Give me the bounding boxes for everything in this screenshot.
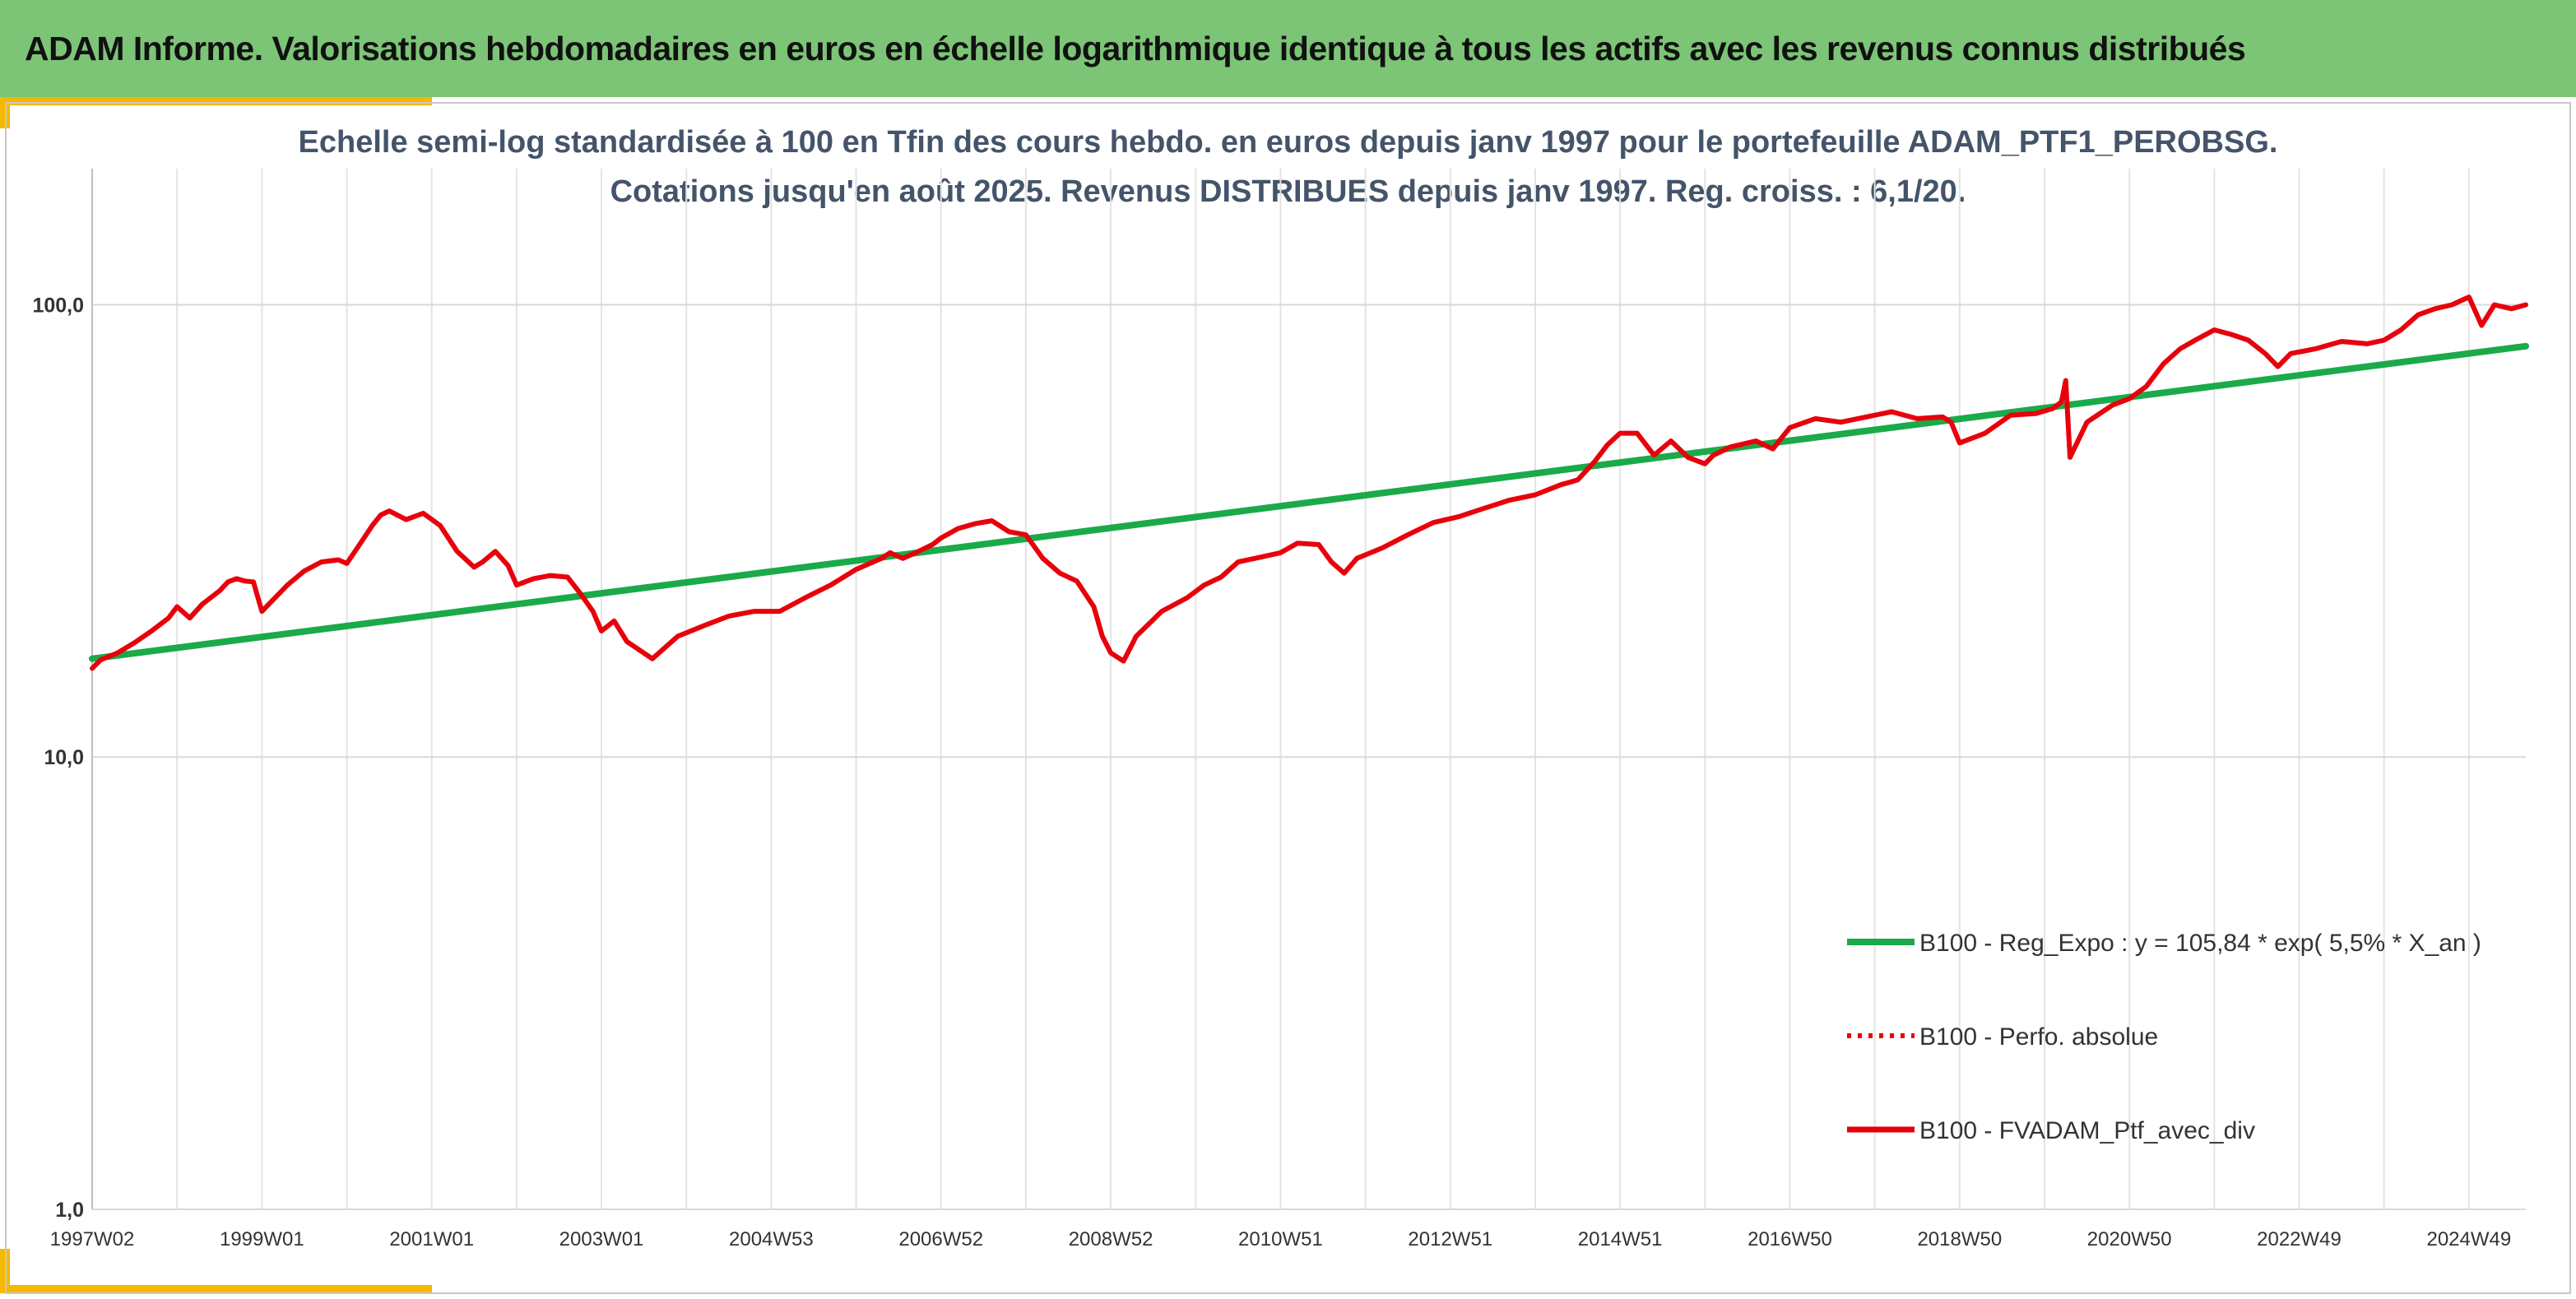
- x-tick-label: 1999W01: [220, 1228, 304, 1250]
- x-tick-label: 1997W02: [50, 1228, 135, 1250]
- y-tick-label: 10,0: [44, 746, 84, 769]
- portfolio-line: [90, 295, 2528, 671]
- legend-label: B100 - Reg_Expo : y = 105,84 * exp( 5,5%…: [1919, 930, 2481, 957]
- x-axis-ticks: 1997W02 1999W01 2001W01 2003W01 2004W53 2006W…: [50, 1228, 2512, 1250]
- x-tick-label: 2003W01: [559, 1228, 644, 1250]
- regression-line: [89, 342, 2529, 662]
- banner: ADAM Informe. Valorisations hebdomadaire…: [0, 0, 2576, 97]
- chart-title-line-2: Cotations jusqu'en août 2025. Revenus DI…: [610, 174, 1966, 209]
- x-tick-label: 2012W51: [1408, 1228, 1492, 1250]
- chart-frame: [5, 102, 2571, 1294]
- x-tick-label: 2010W51: [1238, 1228, 1323, 1250]
- x-tick-label: 2006W52: [898, 1228, 983, 1250]
- x-tick-label: 2001W01: [389, 1228, 474, 1250]
- x-tick-label: 2014W51: [1578, 1228, 1663, 1250]
- x-tick-label: 2024W49: [2426, 1228, 2511, 1250]
- banner-title: ADAM Informe. Valorisations hebdomadaire…: [25, 29, 2246, 67]
- x-tick-label: 2008W52: [1069, 1228, 1153, 1250]
- x-tick-label: 2016W50: [1748, 1228, 1832, 1250]
- chart-series: [89, 295, 2529, 671]
- x-tick-label: 2018W50: [1917, 1228, 2002, 1250]
- chart-grid: [91, 169, 2526, 1210]
- x-tick-label: 2022W49: [2257, 1228, 2342, 1250]
- chart-legend: B100 - Reg_Expo : y = 105,84 * exp( 5,5%…: [1847, 930, 2481, 1144]
- corner-accent-top-bar: [0, 97, 432, 105]
- chart-title-line-1: Echelle semi-log standardisée à 100 en T…: [298, 125, 2278, 160]
- x-tick-label: 2004W53: [729, 1228, 814, 1250]
- corner-accent-bottom-bar: [0, 1285, 432, 1293]
- y-axis-ticks: 1,0 10,0 100,0: [32, 294, 84, 1222]
- legend-label: B100 - Perfo. absolue: [1919, 1023, 2158, 1051]
- y-tick-label: 1,0: [55, 1199, 84, 1222]
- legend-label: B100 - FVADAM_Ptf_avec_div: [1919, 1117, 2255, 1144]
- y-tick-label: 100,0: [32, 294, 84, 317]
- x-tick-label: 2020W50: [2087, 1228, 2172, 1250]
